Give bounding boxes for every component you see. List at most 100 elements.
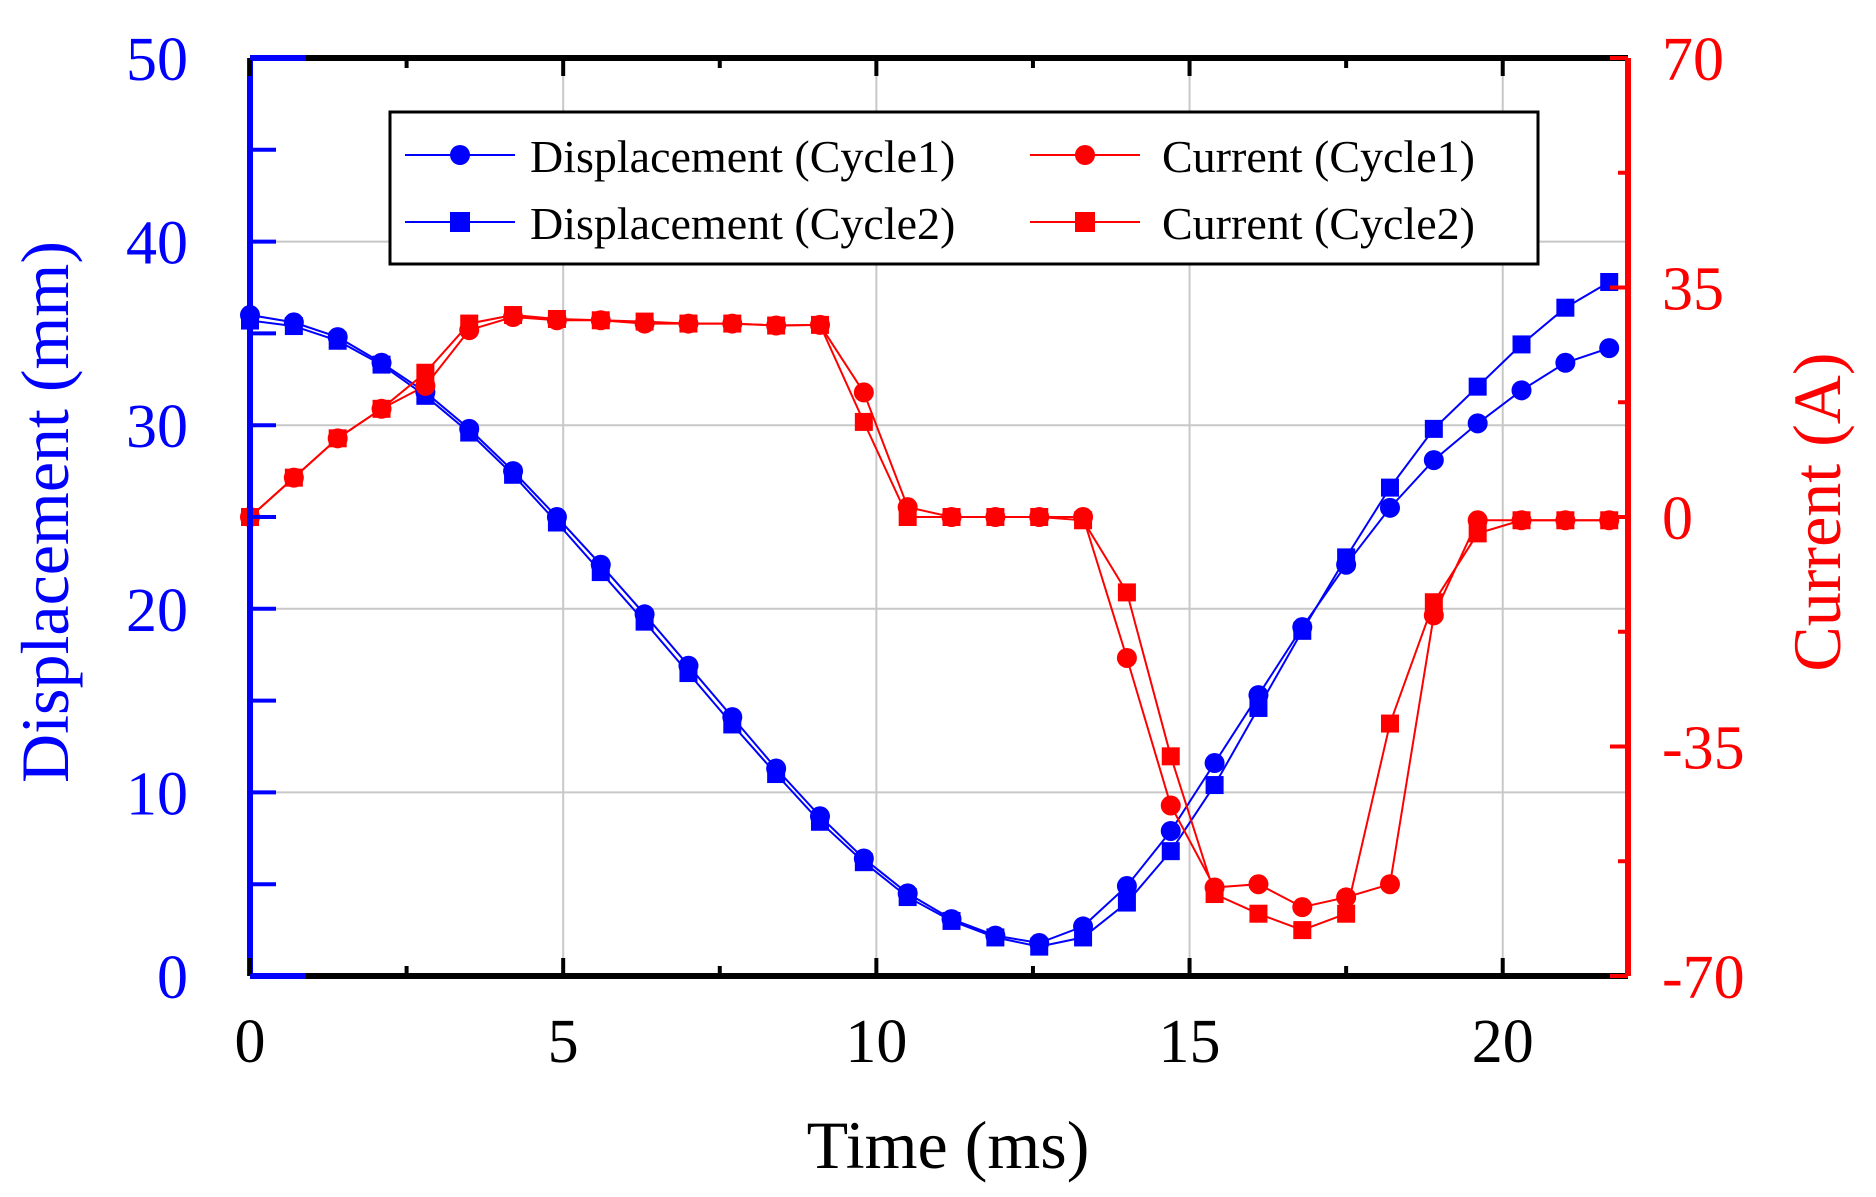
series-1-point-17	[986, 928, 1005, 947]
series-markers	[240, 272, 1620, 956]
series-3-point-22	[1205, 885, 1224, 904]
legend-box	[388, 110, 1540, 266]
series-1-point-21	[1161, 842, 1180, 861]
legend-marker-current-cycle2	[1075, 212, 1095, 232]
series-3-point-23	[1249, 904, 1268, 923]
series-1-point-18	[1030, 937, 1049, 956]
series-2-point-14	[853, 382, 874, 403]
y-left-tick-label-5: 50	[126, 26, 188, 94]
legend-marker-displacement-cycle2	[450, 212, 470, 232]
series-3-point-15	[898, 508, 917, 526]
series-0-point-20	[1116, 876, 1137, 897]
series-1-point-25	[1337, 548, 1356, 567]
series-3-point-26	[1380, 714, 1399, 733]
x-tick-label-0: 0	[235, 1008, 266, 1076]
y-right-tick-label-4: 70	[1662, 26, 1724, 94]
series-1-point-24	[1293, 621, 1312, 640]
y-left-tick-label-2: 20	[126, 577, 188, 645]
series-1-point-22	[1205, 776, 1224, 795]
x-tick-label-3: 15	[1159, 1008, 1221, 1076]
series-1-point-10	[679, 664, 698, 683]
series-3-point-6	[504, 306, 523, 325]
series-2-point-26	[1379, 874, 1400, 895]
series-0-point-22	[1204, 753, 1225, 774]
series-3-point-8	[591, 311, 610, 330]
series-3-point-7	[547, 309, 566, 328]
series-0-point-29	[1511, 380, 1532, 401]
series-1-point-23	[1249, 698, 1268, 717]
series-3-point-3	[372, 399, 391, 418]
series-3-point-19	[1074, 511, 1093, 530]
series-3-point-17	[986, 508, 1005, 526]
series-1-point-16	[942, 911, 961, 930]
y-left-tick-label-1: 10	[126, 760, 188, 828]
series-3-point-30	[1556, 511, 1575, 530]
legend-label-displacement-cycle1: Displacement (Cycle1)	[530, 131, 955, 182]
series-line-0	[249, 314, 1610, 945]
y-left-tick-label-0: 0	[157, 944, 188, 1012]
series-1-point-29	[1512, 335, 1531, 354]
series-1-point-19	[1074, 928, 1093, 947]
series-0-point-21	[1160, 820, 1181, 841]
series-1-point-14	[854, 853, 873, 872]
x-tick-label-2: 10	[845, 1008, 907, 1076]
x-tick-label-4: 20	[1472, 1008, 1534, 1076]
series-1-point-28	[1468, 377, 1487, 396]
series-1-point-11	[723, 715, 742, 734]
series-0-point-30	[1555, 352, 1576, 373]
series-3-point-13	[810, 315, 829, 334]
tick-labels: 0 5 10 15 20 0 10 20 30 40 50 -70 -35 0 35 70	[126, 26, 1745, 1076]
legend-label-displacement-cycle2: Displacement (Cycle2)	[530, 198, 955, 249]
series-1-point-27	[1424, 419, 1443, 438]
y-right-tick-label-2: 0	[1662, 485, 1693, 553]
series-1-point-6	[504, 465, 523, 484]
series-3-point-12	[767, 316, 786, 335]
series-2-point-25	[1336, 887, 1357, 908]
series-3-point-31	[1600, 511, 1619, 530]
series-3-point-5	[460, 314, 479, 333]
y-right-tick-label-1: -35	[1662, 715, 1745, 783]
series-2-point-21	[1160, 795, 1181, 816]
series-line-2	[249, 315, 1610, 909]
series-3-point-16	[942, 508, 961, 526]
legend-label-current-cycle2: Current (Cycle2)	[1162, 198, 1475, 249]
axes	[247, 55, 1631, 979]
series-1-point-7	[547, 513, 566, 532]
series-3-point-28	[1468, 524, 1487, 543]
series-2-point-23	[1248, 874, 1269, 895]
series-1-point-9	[635, 612, 654, 631]
series-1-point-26	[1380, 478, 1399, 497]
legend-marker-displacement-cycle1	[450, 145, 470, 165]
series-1-point-12	[767, 765, 786, 784]
series-3-point-10	[679, 314, 698, 333]
x-tick-label-1: 5	[548, 1008, 579, 1076]
x-axis-label: Time (ms)	[807, 1107, 1090, 1183]
series-1-point-8	[591, 563, 610, 582]
series-1-point-1	[284, 317, 303, 336]
series-3-point-9	[635, 312, 654, 331]
y-left-tick-label-4: 40	[126, 210, 188, 278]
y-left-tick-label-3: 30	[126, 393, 188, 461]
y-axis-left-label: Displacement (mm)	[7, 241, 83, 783]
series-line-1	[249, 281, 1610, 948]
series-0-point-28	[1467, 413, 1488, 434]
series-2-point-20	[1116, 647, 1137, 668]
series-1-point-30	[1556, 298, 1575, 317]
series-0-point-26	[1379, 497, 1400, 518]
y-right-tick-label-3: 35	[1662, 256, 1724, 324]
y-axis-right-label: Current (A)	[1779, 352, 1855, 671]
series-2-point-24	[1292, 897, 1313, 918]
legend-label-current-cycle1: Current (Cycle1)	[1162, 131, 1475, 182]
y-right-tick-label-0: -70	[1662, 944, 1745, 1012]
series-lines	[249, 281, 1610, 948]
series-3-point-4	[416, 363, 435, 382]
series-0-point-31	[1599, 338, 1620, 359]
series-1-point-2	[328, 331, 347, 350]
series-3-point-18	[1030, 508, 1049, 526]
series-3-point-24	[1293, 921, 1312, 940]
legend-marker-current-cycle1	[1075, 145, 1095, 165]
series-3-point-21	[1161, 747, 1180, 766]
series-3-point-25	[1337, 904, 1356, 923]
series-3-point-29	[1512, 511, 1531, 530]
